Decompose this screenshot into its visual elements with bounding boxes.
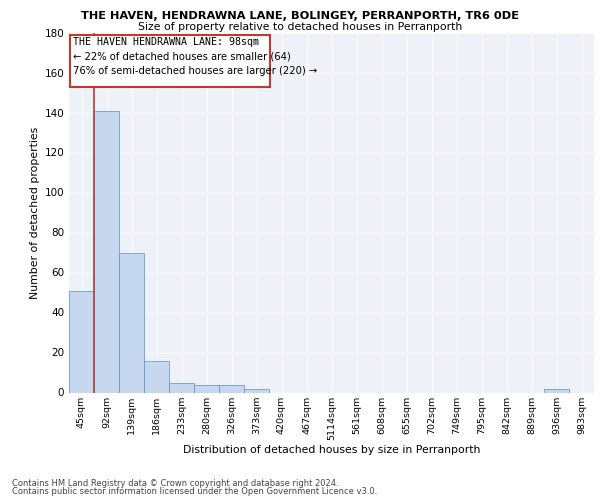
- Text: ← 22% of detached houses are smaller (64): ← 22% of detached houses are smaller (64…: [73, 52, 290, 62]
- Text: Contains HM Land Registry data © Crown copyright and database right 2024.: Contains HM Land Registry data © Crown c…: [12, 478, 338, 488]
- Bar: [94, 110, 119, 392]
- X-axis label: Distribution of detached houses by size in Perranporth: Distribution of detached houses by size …: [183, 445, 480, 455]
- Text: Size of property relative to detached houses in Perranporth: Size of property relative to detached ho…: [138, 22, 462, 32]
- Bar: [244, 388, 269, 392]
- Bar: [544, 388, 569, 392]
- Text: 76% of semi-detached houses are larger (220) →: 76% of semi-detached houses are larger (…: [73, 66, 317, 76]
- Bar: [69, 290, 94, 392]
- Text: THE HAVEN HENDRAWNA LANE: 98sqm: THE HAVEN HENDRAWNA LANE: 98sqm: [73, 36, 259, 46]
- Text: Contains public sector information licensed under the Open Government Licence v3: Contains public sector information licen…: [12, 487, 377, 496]
- Text: THE HAVEN, HENDRAWNA LANE, BOLINGEY, PERRANPORTH, TR6 0DE: THE HAVEN, HENDRAWNA LANE, BOLINGEY, PER…: [81, 11, 519, 21]
- Bar: [119, 252, 144, 392]
- Bar: [194, 384, 219, 392]
- FancyBboxPatch shape: [70, 34, 270, 86]
- Y-axis label: Number of detached properties: Number of detached properties: [30, 126, 40, 298]
- Bar: [169, 382, 194, 392]
- Bar: [144, 360, 169, 392]
- Bar: [219, 384, 244, 392]
